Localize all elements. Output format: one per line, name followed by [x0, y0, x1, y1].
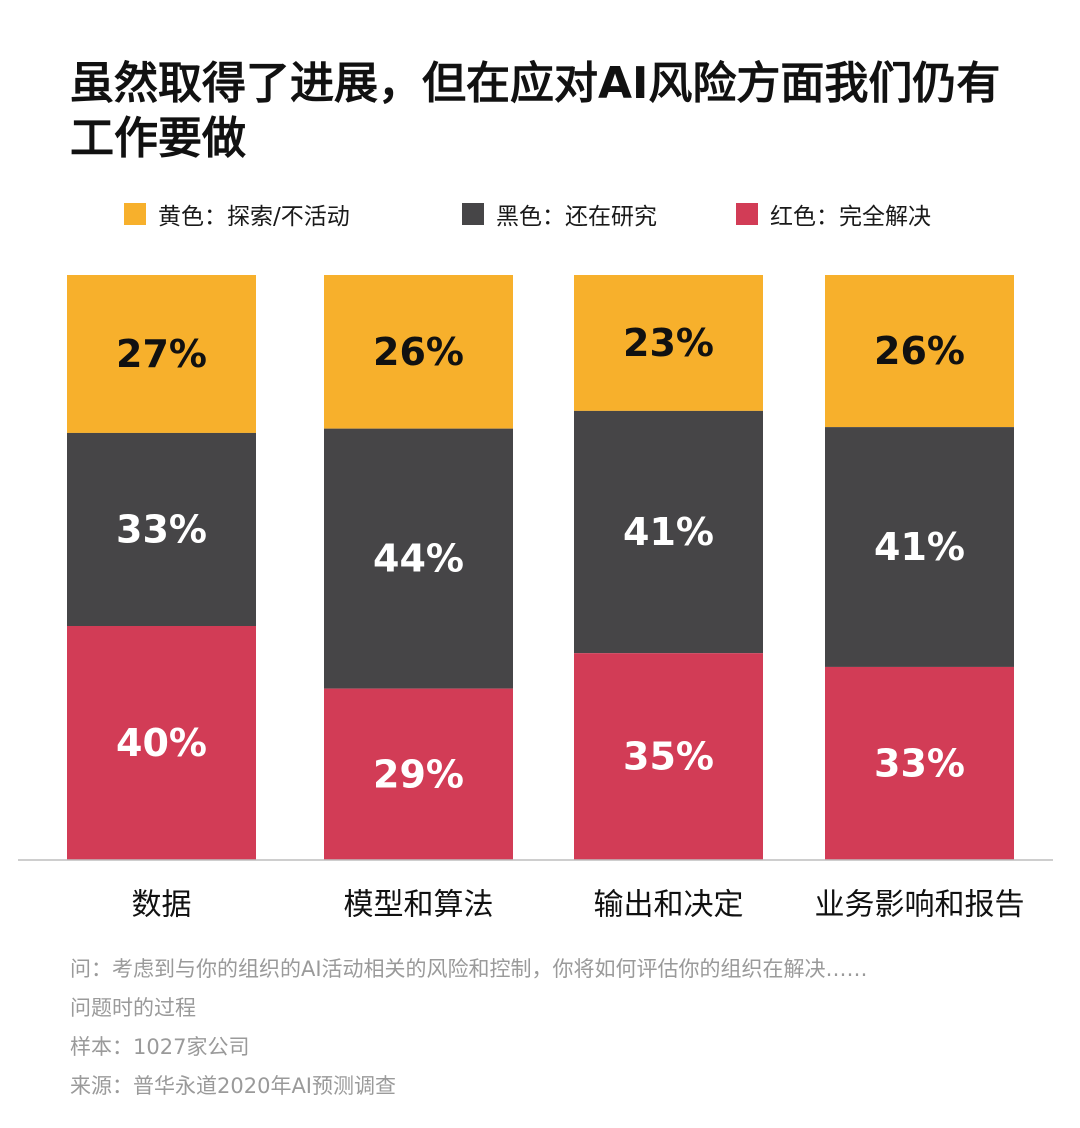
bar-segment-black-4 [825, 427, 1014, 667]
data-label-red-3: 35% [623, 735, 714, 779]
note-question-line-1: 问：考虑到与你的组织的AI活动相关的风险和控制，你将如何评估你的组织在解决…… [70, 957, 868, 981]
bar-segment-red-4 [825, 666, 1014, 860]
chart-notes: 问：考虑到与你的组织的AI活动相关的风险和控制，你将如何评估你的组织在解决…… … [70, 950, 1030, 1106]
bar-segment-red-3 [574, 653, 763, 860]
data-label-red-4: 33% [874, 741, 965, 785]
legend-label-black: 黑色：还在研究 [496, 204, 657, 230]
bar-segment-red-1 [67, 626, 256, 860]
data-label-black-3: 41% [623, 510, 714, 554]
note-question-line-2: 问题时的过程 [70, 996, 196, 1020]
legend-item-black: 黑色：还在研究 [462, 199, 657, 230]
bar-segment-yellow-3 [574, 275, 763, 411]
chart-title-line-1: 虽然取得了进展，但在应对AI风险方面我们仍有 [70, 58, 1001, 109]
data-label-black-2: 44% [373, 537, 464, 581]
legend-swatch-yellow [124, 203, 146, 225]
category-label-4: 业务影响和报告 [815, 888, 1025, 923]
note-source: 来源：普华永道2020年AI预测调查 [70, 1074, 397, 1098]
legend-item-yellow: 黄色：探索/不活动 [124, 199, 350, 230]
category-label-2: 模型和算法 [344, 888, 494, 923]
data-label-red-2: 29% [373, 752, 464, 796]
category-label-1: 数据 [132, 888, 192, 923]
legend-label-yellow: 黄色：探索/不活动 [158, 204, 350, 230]
chart-title: 虽然取得了进展，但在应对AI风险方面我们仍有 工作要做 [70, 56, 1030, 166]
bar-segment-black-3 [574, 410, 763, 654]
bar-segment-yellow-2 [324, 275, 513, 429]
data-label-red-1: 40% [116, 721, 207, 765]
legend-label-red: 红色：完全解决 [770, 204, 931, 230]
bar-segment-red-2 [324, 688, 513, 860]
category-label-3: 输出和决定 [594, 888, 744, 923]
data-label-yellow-2: 26% [373, 330, 464, 374]
note-sample: 样本：1027家公司 [70, 1035, 250, 1059]
data-label-yellow-3: 23% [623, 321, 714, 365]
data-label-black-1: 33% [116, 507, 207, 551]
data-label-black-4: 41% [874, 525, 965, 569]
bar-segment-black-1 [67, 432, 256, 626]
legend-item-red: 红色：完全解决 [736, 199, 931, 230]
bar-segment-yellow-4 [825, 275, 1014, 428]
chart-title-line-2: 工作要做 [70, 113, 246, 164]
bar-segment-yellow-1 [67, 275, 256, 433]
legend-swatch-red [736, 203, 758, 225]
data-label-yellow-1: 27% [116, 332, 207, 376]
data-label-yellow-4: 26% [874, 329, 965, 373]
legend-swatch-black [462, 203, 484, 225]
bar-segment-black-2 [324, 428, 513, 689]
